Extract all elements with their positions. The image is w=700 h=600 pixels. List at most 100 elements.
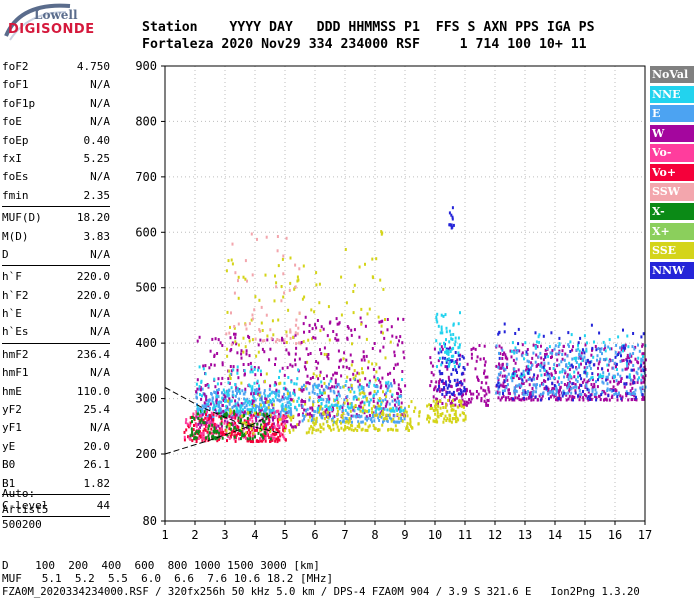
data-point [248,354,251,358]
data-point [534,395,537,399]
data-point [201,432,204,436]
data-point [606,363,609,367]
data-point [311,327,314,331]
data-point [293,287,296,291]
data-point [454,351,457,354]
data-point [340,414,343,417]
data-point [290,413,293,417]
data-point [209,349,212,353]
data-point [315,366,318,370]
data-point [406,421,409,425]
data-point [331,419,334,423]
data-point [450,372,453,376]
data-point [278,338,281,342]
data-point [344,248,347,251]
x-tick-label: 16 [608,528,622,542]
data-point [576,380,579,383]
data-point [571,357,574,361]
data-point [240,349,243,353]
data-point [250,318,253,322]
data-point [394,363,397,367]
data-point [604,358,607,362]
data-point [304,315,307,319]
data-point [388,384,391,388]
data-point [285,420,288,423]
data-point [248,322,251,326]
data-point [451,225,454,229]
data-point [380,330,383,334]
data-point [200,414,202,418]
data-point [588,360,591,364]
data-point [550,356,552,359]
data-point [301,386,303,390]
data-point [247,425,250,429]
data-point [457,336,460,340]
data-point [207,384,210,388]
data-point [610,347,613,351]
data-point [445,360,448,364]
data-point [621,368,624,372]
lower-fit-line [164,414,271,455]
data-point [251,408,254,412]
data-point [232,428,235,432]
data-point [310,414,313,417]
data-point [483,369,486,373]
data-point [569,364,572,368]
data-point [615,364,617,368]
data-point [284,387,287,391]
data-point [333,404,336,407]
data-point [193,417,196,421]
data-point [512,358,515,362]
data-point [487,399,490,403]
data-point [428,416,431,420]
data-point [358,422,361,426]
data-point [200,409,203,413]
data-point [260,423,263,427]
data-point [387,413,389,417]
data-point [449,346,451,350]
data-point [321,407,324,411]
data-point [498,392,501,396]
data-point [209,431,212,435]
data-point [283,397,285,401]
data-point [255,391,257,395]
data-point [440,313,443,317]
data-point [221,431,224,435]
data-point [269,384,272,388]
data-point [604,392,607,396]
data-point [325,408,328,412]
data-point [262,339,264,343]
data-point [244,387,247,391]
data-point [378,419,381,422]
data-point [295,408,298,412]
data-point [393,350,396,354]
data-point [379,386,382,390]
data-point [454,368,457,372]
data-point [555,385,558,389]
data-point [300,388,303,392]
data-point [392,406,395,410]
data-point [301,398,303,402]
data-point [629,352,632,356]
data-point [451,337,454,341]
data-point [579,336,582,340]
param-name: foE [2,115,22,129]
data-point [575,367,578,371]
data-point [450,360,453,363]
data-point [260,433,262,437]
data-point [204,372,207,376]
data-point [573,395,576,399]
data-point [484,360,487,364]
data-point [447,399,450,402]
data-point [289,394,292,398]
data-point [265,412,268,416]
legend-item-sse: SSE [650,242,694,260]
data-point [450,404,452,408]
data-point [329,379,332,383]
data-point [352,376,355,380]
data-point [205,398,208,402]
data-point [504,398,507,402]
data-point [572,386,575,390]
data-point [305,381,308,385]
x-tick-label: 11 [458,528,472,542]
